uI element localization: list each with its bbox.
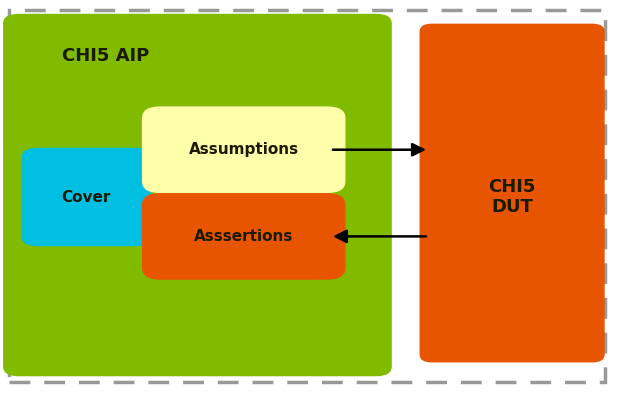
FancyBboxPatch shape	[142, 193, 346, 280]
Text: Assumptions: Assumptions	[189, 142, 299, 157]
Text: Asssertions: Asssertions	[194, 229, 294, 244]
Text: Cover: Cover	[62, 190, 111, 204]
FancyBboxPatch shape	[142, 106, 346, 193]
Text: CHI5
DUT: CHI5 DUT	[489, 178, 536, 216]
FancyBboxPatch shape	[22, 148, 151, 246]
Text: CHI5 AIP: CHI5 AIP	[62, 47, 149, 65]
FancyBboxPatch shape	[3, 14, 392, 376]
FancyBboxPatch shape	[420, 24, 605, 362]
